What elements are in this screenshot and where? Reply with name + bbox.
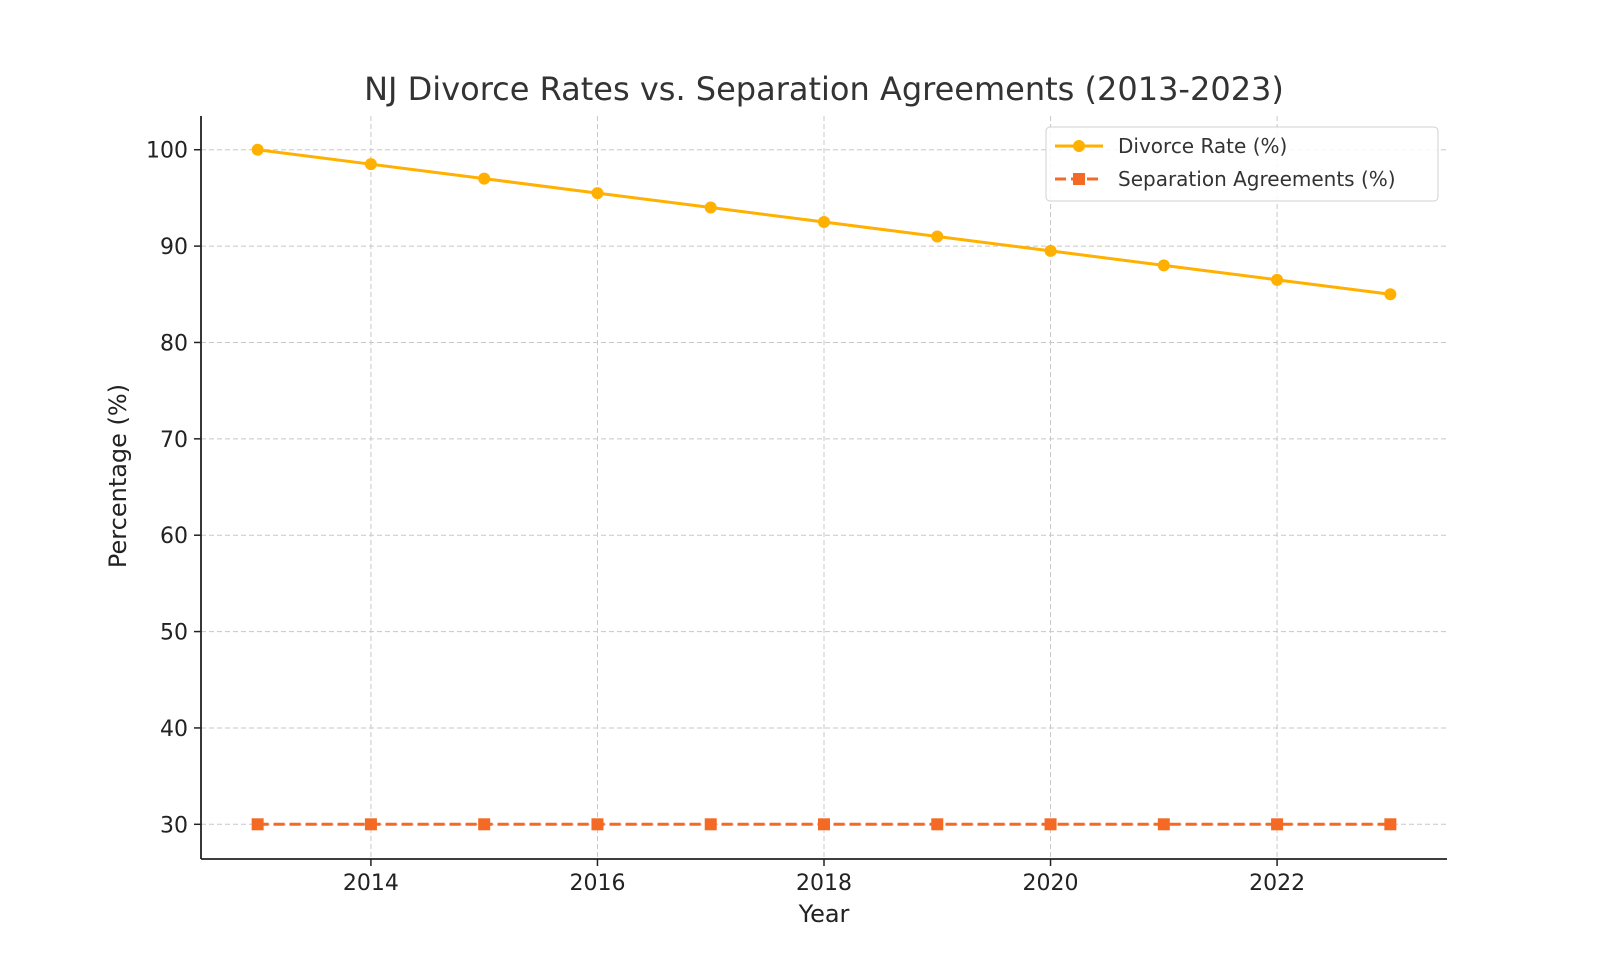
y-tick-label: 70 — [160, 428, 188, 453]
y-tick-label: 40 — [160, 717, 188, 742]
data-point — [1044, 818, 1057, 831]
data-point — [1384, 288, 1397, 301]
data-point — [1157, 259, 1170, 272]
legend-marker — [1073, 173, 1085, 185]
data-point — [478, 172, 491, 185]
axes: 2014 2016 2018 2020 2022 30 40 50 60 70 80 90 100 — [146, 116, 1447, 896]
chart-title: NJ Divorce Rates vs. Separation Agreemen… — [364, 70, 1284, 108]
legend-marker — [1073, 140, 1085, 152]
data-point — [1384, 818, 1397, 831]
y-tick-label: 30 — [160, 813, 188, 838]
x-tick-label: 2016 — [569, 871, 625, 896]
data-point — [1271, 273, 1284, 286]
x-tick-label: 2020 — [1023, 871, 1079, 896]
data-point — [1271, 818, 1284, 831]
data-point — [591, 187, 604, 200]
data-point — [364, 158, 377, 171]
data-point — [818, 216, 830, 229]
data-point — [478, 818, 491, 831]
data-point — [251, 143, 264, 156]
data-point — [364, 818, 377, 831]
data-point — [818, 818, 830, 831]
y-axis-label: Percentage (%) — [104, 384, 132, 568]
legend-box — [1045, 126, 1439, 202]
y-tick-label: 50 — [160, 621, 188, 646]
data-point — [1157, 818, 1170, 831]
data-point — [251, 818, 264, 831]
series-group — [251, 143, 1397, 831]
x-tick-label: 2022 — [1249, 871, 1305, 896]
grid — [201, 116, 1447, 859]
data-point — [704, 818, 717, 831]
data-point — [591, 818, 604, 831]
data-point — [1044, 244, 1057, 257]
y-tick-label: 80 — [160, 331, 188, 356]
y-tick-label: 100 — [146, 139, 188, 164]
x-tick-label: 2014 — [343, 871, 399, 896]
y-tick-label: 60 — [160, 524, 188, 549]
legend: Divorce Rate (%) Separation Agreements (%… — [1045, 126, 1439, 202]
x-tick-label: 2018 — [796, 871, 852, 896]
legend-label: Divorce Rate (%) — [1118, 134, 1287, 158]
data-point — [931, 818, 944, 831]
data-point — [704, 201, 717, 214]
data-point — [931, 230, 944, 243]
x-axis-label: Year — [798, 900, 850, 928]
y-tick-label: 90 — [160, 235, 188, 260]
legend-label: Separation Agreements (%) — [1118, 167, 1396, 191]
